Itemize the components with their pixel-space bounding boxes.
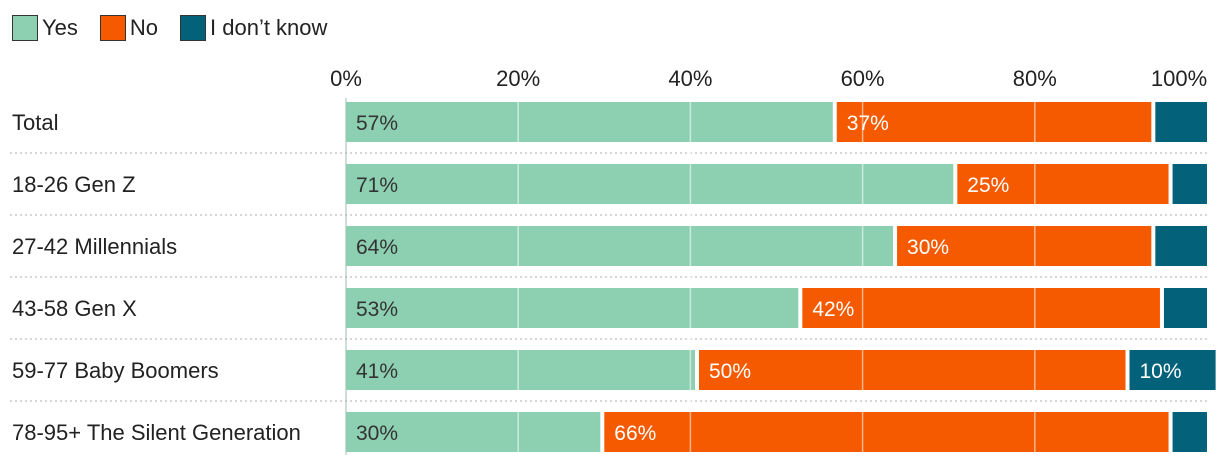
bar-i-don-t-know-2 xyxy=(1155,226,1207,266)
data-label-yes-5: 30% xyxy=(356,422,398,445)
x-tick-label-5: 100% xyxy=(1151,66,1207,91)
category-label-0: Total xyxy=(12,110,58,135)
bar-no-3 xyxy=(802,288,1160,328)
x-tick-label-0: 0% xyxy=(330,66,362,91)
bar-no-1 xyxy=(957,164,1169,204)
category-label-2: 27-42 Millennials xyxy=(12,234,177,259)
data-label-yes-2: 64% xyxy=(356,236,398,259)
bar-no-5 xyxy=(604,412,1169,452)
bar-yes-2 xyxy=(346,226,894,266)
legend: Yes No I don’t know xyxy=(12,13,349,43)
legend-swatch-no xyxy=(99,15,126,41)
bar-i-don-t-know-5 xyxy=(1172,412,1207,452)
data-label-yes-4: 41% xyxy=(356,360,398,383)
data-label-no-3: 42% xyxy=(812,298,854,321)
legend-label-yes: Yes xyxy=(42,15,78,40)
bar-no-4 xyxy=(699,350,1126,390)
x-tick-label-3: 60% xyxy=(841,66,885,91)
legend-label-no: No xyxy=(129,15,159,40)
data-label-i-don-t-know-4: 10% xyxy=(1140,360,1182,383)
bar-i-don-t-know-0 xyxy=(1155,102,1207,142)
data-label-yes-0: 57% xyxy=(356,112,398,135)
data-label-yes-3: 53% xyxy=(356,298,398,321)
category-label-4: 59-77 Baby Boomers xyxy=(12,358,219,383)
x-tick-label-1: 20% xyxy=(496,66,540,91)
bar-no-0 xyxy=(836,102,1152,142)
legend-swatch-yes xyxy=(12,15,38,41)
bar-i-don-t-know-4 xyxy=(1129,350,1216,390)
bar-yes-3 xyxy=(346,288,799,328)
data-label-no-2: 30% xyxy=(907,236,949,259)
data-label-no-1: 25% xyxy=(967,174,1009,197)
bar-no-2 xyxy=(897,226,1152,266)
bar-yes-5 xyxy=(346,412,601,452)
x-tick-label-2: 40% xyxy=(668,66,712,91)
data-label-no-0: 37% xyxy=(847,112,889,135)
x-tick-label-4: 80% xyxy=(1013,66,1057,91)
data-label-no-4: 50% xyxy=(709,360,751,383)
category-label-3: 43-58 Gen X xyxy=(12,296,137,321)
bar-yes-0 xyxy=(346,102,833,142)
legend-swatch-dont-know xyxy=(180,15,207,41)
legend-label-dont-know: I don’t know xyxy=(210,15,328,40)
bar-i-don-t-know-1 xyxy=(1172,164,1207,204)
bar-i-don-t-know-3 xyxy=(1163,288,1207,328)
legend-item-no[interactable]: No xyxy=(99,15,159,41)
legend-item-yes[interactable]: Yes xyxy=(12,15,78,41)
category-label-1: 18-26 Gen Z xyxy=(12,172,136,197)
data-label-no-5: 66% xyxy=(614,422,656,445)
bar-yes-1 xyxy=(346,164,954,204)
bar-yes-4 xyxy=(346,350,696,390)
category-label-5: 78-95+ The Silent Generation xyxy=(12,420,301,445)
data-label-yes-1: 71% xyxy=(356,174,398,197)
legend-item-dont-know[interactable]: I don’t know xyxy=(180,15,327,41)
